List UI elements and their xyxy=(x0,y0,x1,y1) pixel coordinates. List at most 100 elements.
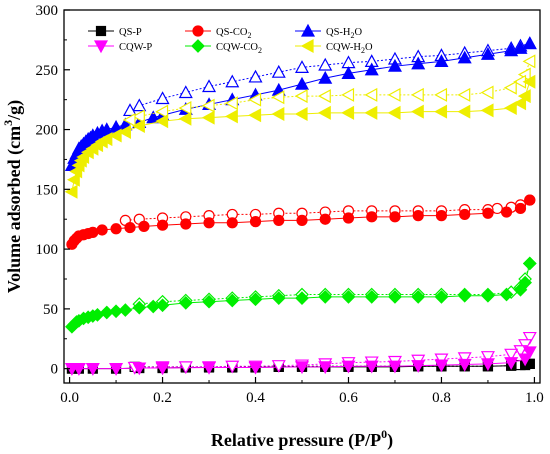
series-4 xyxy=(65,256,537,334)
legend-marker xyxy=(300,23,316,37)
desorption-point xyxy=(271,64,286,78)
desorption-point xyxy=(122,112,136,127)
desorption-point xyxy=(155,91,170,105)
desorption-point xyxy=(387,87,401,102)
adsorption-point xyxy=(504,357,519,370)
legend-item-0: QS-P xyxy=(88,25,142,38)
adsorption-point xyxy=(110,223,122,235)
adsorption-point xyxy=(364,290,379,304)
adsorption-point xyxy=(387,58,402,72)
legend-label-main: CQW-H xyxy=(326,42,361,53)
adsorption-point xyxy=(271,106,285,122)
adsorption-point xyxy=(434,104,448,119)
adsorption-point xyxy=(518,353,533,367)
adsorption-point xyxy=(411,56,426,70)
desorption-line xyxy=(139,263,531,305)
adsorption-point xyxy=(319,213,331,225)
adsorption-point xyxy=(434,290,449,304)
x-tick-label: 0.6 xyxy=(339,390,358,406)
legend-item-2: QS-H2O xyxy=(295,23,363,40)
desorption-point xyxy=(132,98,147,112)
legend-label-main: CQW-CO xyxy=(216,42,258,53)
adsorption-point xyxy=(178,296,193,310)
adsorption-point xyxy=(459,208,471,221)
desorption-line xyxy=(129,42,530,111)
adsorption-point xyxy=(434,359,449,373)
adsorption-point xyxy=(457,104,471,119)
adsorption-point xyxy=(317,105,331,120)
adsorption-point xyxy=(249,216,262,228)
series-3 xyxy=(64,331,537,376)
adsorption-point xyxy=(482,207,494,219)
desorption-point xyxy=(503,80,517,95)
adsorption-point xyxy=(457,50,472,64)
y-tick-label: 200 xyxy=(36,123,59,139)
legend-label-sub: 2 xyxy=(351,31,355,40)
adsorption-point xyxy=(132,362,147,376)
adsorption-point xyxy=(178,111,192,126)
legend-label-main: QS-H xyxy=(326,27,351,38)
adsorption-point xyxy=(364,105,378,120)
legend-label-sub: 2 xyxy=(361,46,365,55)
adsorption-point xyxy=(522,36,537,50)
adsorption-point xyxy=(341,360,356,374)
desorption-point xyxy=(271,90,285,105)
adsorption-point xyxy=(271,291,286,305)
desorption-point xyxy=(202,79,217,93)
y-tick-label: 0 xyxy=(51,362,59,378)
desorption-point xyxy=(410,87,424,102)
y-axis-title: Volume adsorbed (cm3/g) xyxy=(1,100,25,293)
desorption-point xyxy=(225,360,240,374)
legend-item-4: CQW-CO2 xyxy=(185,39,262,55)
adsorption-point xyxy=(203,217,215,229)
adsorption-point xyxy=(318,290,333,304)
adsorption-point xyxy=(389,211,401,223)
legend-label: QS-H2O xyxy=(326,27,363,40)
adsorption-point xyxy=(225,293,240,308)
adsorption-point xyxy=(518,275,532,290)
legend-marker xyxy=(191,39,205,53)
desorption-point xyxy=(225,74,240,88)
desorption-point xyxy=(318,57,333,71)
desorption-point xyxy=(480,85,494,100)
legend-label-main: CQW-P xyxy=(119,42,152,53)
adsorption-point xyxy=(294,106,308,122)
adsorption-point xyxy=(248,361,263,375)
desorption-point xyxy=(504,348,519,362)
adsorption-point xyxy=(64,184,78,199)
adsorption-point xyxy=(513,41,528,54)
adsorption-point xyxy=(522,346,537,360)
desorption-point xyxy=(178,101,192,116)
legend-label: QS-CO2 xyxy=(216,27,252,40)
adsorption-point xyxy=(387,360,402,374)
adsorption-point xyxy=(387,105,401,120)
desorption-point xyxy=(457,87,471,102)
adsorption-point xyxy=(503,101,517,116)
desorption-point xyxy=(491,202,503,215)
adsorption-point xyxy=(118,124,131,139)
legend-label-sub: 2 xyxy=(258,46,262,55)
desorption-point xyxy=(225,96,238,111)
desorption-point xyxy=(294,89,308,104)
legend-label: CQW-CO2 xyxy=(216,42,262,55)
adsorption-point xyxy=(155,362,170,376)
adsorption-point xyxy=(201,110,215,125)
series-5 xyxy=(64,54,536,199)
adsorption-point xyxy=(434,54,449,68)
legend-label-main: QS-CO xyxy=(216,27,248,38)
y-tick-label: 300 xyxy=(36,3,59,19)
adsorption-point xyxy=(499,287,514,302)
desorption-point xyxy=(341,87,355,102)
desorption-point xyxy=(522,54,536,69)
desorption-point xyxy=(122,103,138,117)
adsorption-point xyxy=(124,221,136,234)
adsorption-point xyxy=(318,361,333,375)
legend-marker xyxy=(93,40,109,54)
desorption-point xyxy=(317,89,331,104)
adsorption-point xyxy=(341,105,355,120)
adsorption-point xyxy=(500,206,513,218)
series-2 xyxy=(64,36,537,172)
x-tick-label: 0.0 xyxy=(60,390,79,406)
y-tick-label: 100 xyxy=(36,242,59,258)
